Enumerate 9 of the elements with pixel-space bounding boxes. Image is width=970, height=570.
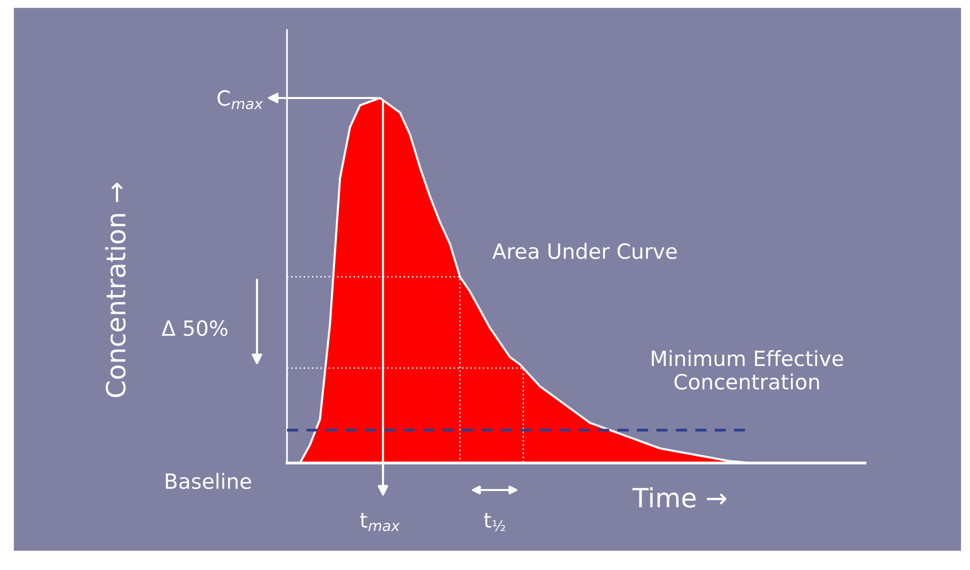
text: Baseline — [166, 472, 252, 490]
text: Δ 50% — [162, 320, 228, 336]
annotation: Area Under Curve — [492, 242, 677, 260]
text: Concentration → — [105, 182, 126, 398]
x-axis-title: Time → — [632, 487, 726, 508]
text: t$_{max}$ — [360, 512, 400, 532]
text: t$_{½}$ — [484, 512, 506, 532]
ref-line-label: Minimum Effective Concentration — [652, 350, 844, 390]
text: C$_{max}$ — [218, 90, 263, 110]
